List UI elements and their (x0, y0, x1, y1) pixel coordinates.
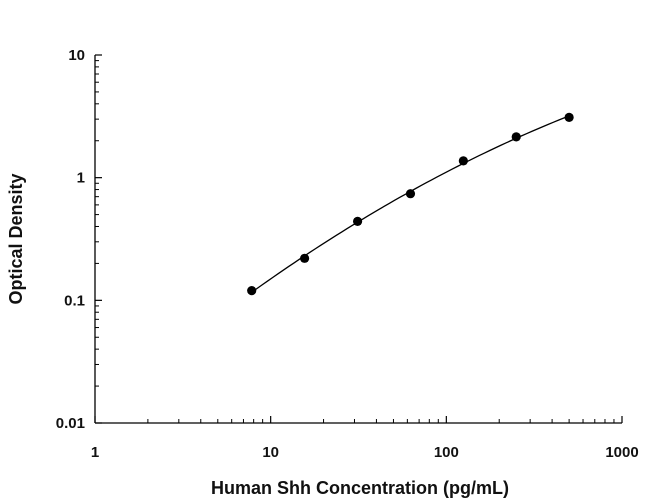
x-tick-label: 1 (91, 444, 99, 461)
y-tick-label: 0.01 (56, 415, 85, 432)
data-point (299, 253, 310, 263)
y-tick-labels: 0.01 0.1 1 10 (56, 47, 85, 432)
x-ticks (94, 416, 623, 423)
data-point (405, 189, 416, 199)
x-tick-label: 1000 (605, 444, 638, 461)
data-point (511, 132, 521, 142)
x-tick-labels: 1 10 100 1000 (91, 444, 639, 461)
y-tick-label: 0.1 (64, 292, 85, 309)
x-tick-label: 10 (262, 444, 279, 461)
y-tick-label: 10 (68, 47, 85, 64)
data-point (352, 216, 363, 227)
fit-curve (251, 115, 570, 293)
data-point (458, 156, 468, 166)
x-axis-title: Human Shh Concentration (pg/mL) (211, 478, 509, 498)
plot-area: 0.01 0.1 1 10 1 10 100 1000 (56, 47, 639, 461)
y-axis-title: Optical Density (6, 173, 26, 304)
x-tick-label: 100 (434, 444, 459, 461)
y-ticks (95, 54, 102, 424)
data-point (564, 112, 574, 122)
data-point (247, 286, 257, 296)
y-tick-label: 1 (77, 170, 85, 187)
data-points (247, 112, 574, 296)
